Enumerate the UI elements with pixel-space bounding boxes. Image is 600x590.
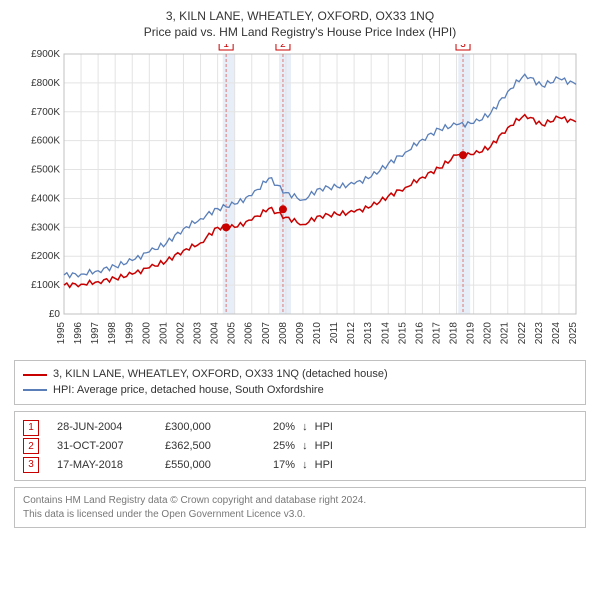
title-line-2: Price paid vs. HM Land Registry's House …	[14, 24, 586, 40]
event-date: 17-MAY-2018	[57, 456, 147, 475]
event-row: 2 31-OCT-2007 £362,500 25% ↓ HPI	[23, 437, 577, 456]
svg-text:£400K: £400K	[31, 194, 60, 205]
svg-text:£800K: £800K	[31, 78, 60, 89]
svg-text:1997: 1997	[90, 322, 101, 345]
svg-text:3: 3	[460, 44, 466, 50]
svg-text:1: 1	[223, 44, 229, 50]
event-row: 1 28-JUN-2004 £300,000 20% ↓ HPI	[23, 418, 577, 437]
svg-text:1996: 1996	[73, 322, 84, 345]
svg-text:2003: 2003	[193, 322, 204, 345]
svg-text:£100K: £100K	[31, 280, 60, 291]
svg-text:2013: 2013	[363, 322, 374, 345]
svg-text:2009: 2009	[295, 322, 306, 345]
legend-item-property: 3, KILN LANE, WHEATLEY, OXFORD, OX33 1NQ…	[23, 367, 577, 382]
svg-text:2016: 2016	[414, 322, 425, 345]
event-date: 31-OCT-2007	[57, 437, 147, 456]
down-arrow-icon: ↓	[302, 456, 308, 475]
svg-text:1999: 1999	[124, 322, 135, 345]
event-price: £300,000	[165, 418, 255, 437]
svg-text:2022: 2022	[517, 322, 528, 345]
svg-text:1998: 1998	[107, 322, 118, 345]
events-table: 1 28-JUN-2004 £300,000 20% ↓ HPI2 31-OCT…	[14, 411, 586, 481]
svg-text:2025: 2025	[568, 322, 579, 345]
svg-text:2006: 2006	[244, 322, 255, 345]
svg-text:2: 2	[280, 44, 286, 50]
svg-text:2011: 2011	[329, 322, 340, 344]
event-price: £550,000	[165, 456, 255, 475]
price-chart: £0 £100K £200K £300K £400K £500K £600K £700K £80…	[14, 44, 586, 354]
footer-line-1: Contains HM Land Registry data © Crown c…	[23, 494, 577, 508]
event-price: £362,500	[165, 437, 255, 456]
event-diff: 25% ↓ HPI	[273, 437, 333, 456]
svg-text:2023: 2023	[534, 322, 545, 345]
event-marker: 3	[23, 457, 39, 473]
footer-attribution: Contains HM Land Registry data © Crown c…	[14, 487, 586, 528]
svg-text:2018: 2018	[449, 322, 460, 345]
svg-text:2020: 2020	[483, 322, 494, 345]
legend-text: 3, KILN LANE, WHEATLEY, OXFORD, OX33 1NQ…	[53, 367, 388, 382]
svg-text:2000: 2000	[141, 322, 152, 345]
legend-swatch	[23, 389, 47, 391]
svg-text:2014: 2014	[380, 322, 391, 345]
event-diff: 17% ↓ HPI	[273, 456, 333, 475]
legend-item-hpi: HPI: Average price, detached house, Sout…	[23, 383, 577, 398]
svg-text:2017: 2017	[431, 322, 442, 345]
down-arrow-icon: ↓	[302, 418, 308, 437]
svg-text:2008: 2008	[278, 322, 289, 345]
event-date: 28-JUN-2004	[57, 418, 147, 437]
svg-text:2010: 2010	[312, 322, 323, 345]
svg-text:2012: 2012	[346, 322, 357, 345]
legend-swatch	[23, 374, 47, 376]
svg-text:2002: 2002	[175, 322, 186, 345]
event-marker: 1	[23, 420, 39, 436]
event-marker: 2	[23, 438, 39, 454]
title-line-1: 3, KILN LANE, WHEATLEY, OXFORD, OX33 1NQ	[14, 8, 586, 24]
event-diff: 20% ↓ HPI	[273, 418, 333, 437]
chart-titles: 3, KILN LANE, WHEATLEY, OXFORD, OX33 1NQ…	[14, 8, 586, 40]
footer-line-2: This data is licensed under the Open Gov…	[23, 508, 577, 522]
event-row: 3 17-MAY-2018 £550,000 17% ↓ HPI	[23, 456, 577, 475]
svg-text:£700K: £700K	[31, 107, 60, 118]
legend-text: HPI: Average price, detached house, Sout…	[53, 383, 324, 398]
svg-text:2005: 2005	[227, 322, 238, 345]
series-legend: 3, KILN LANE, WHEATLEY, OXFORD, OX33 1NQ…	[14, 360, 586, 405]
svg-text:2015: 2015	[397, 322, 408, 345]
svg-text:2019: 2019	[466, 322, 477, 345]
svg-text:2021: 2021	[500, 322, 511, 345]
svg-text:£500K: £500K	[31, 165, 60, 176]
svg-text:£200K: £200K	[31, 252, 60, 263]
svg-text:2024: 2024	[551, 322, 562, 345]
svg-text:£900K: £900K	[31, 49, 60, 60]
down-arrow-icon: ↓	[302, 437, 308, 456]
svg-text:£0: £0	[49, 309, 61, 320]
svg-text:2007: 2007	[261, 322, 272, 345]
svg-text:2001: 2001	[158, 322, 169, 345]
svg-text:1995: 1995	[56, 322, 67, 345]
svg-text:£600K: £600K	[31, 136, 60, 147]
svg-text:2004: 2004	[210, 322, 221, 345]
svg-text:£300K: £300K	[31, 223, 60, 234]
